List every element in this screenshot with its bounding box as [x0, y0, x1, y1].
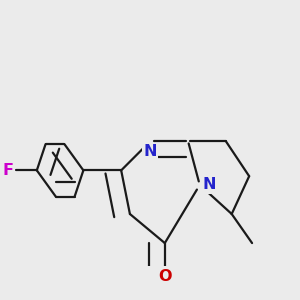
Text: O: O [158, 269, 172, 284]
Text: N: N [202, 177, 216, 192]
Text: F: F [3, 163, 13, 178]
Text: N: N [143, 144, 157, 159]
